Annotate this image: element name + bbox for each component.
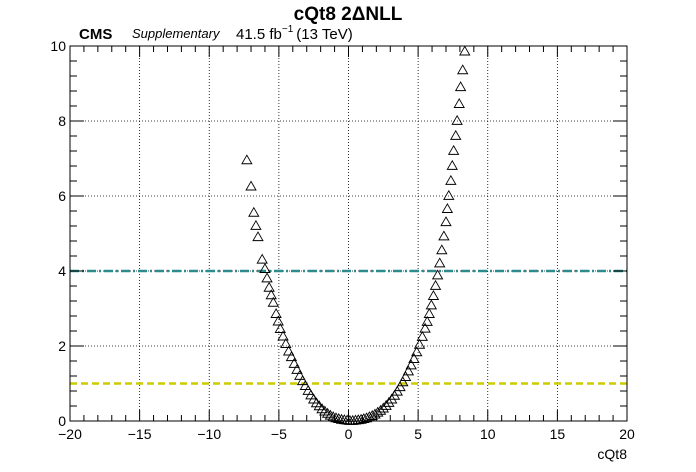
- data-point: [288, 357, 300, 368]
- data-point: [419, 322, 431, 333]
- status-label: Supplementary: [132, 26, 221, 41]
- data-point: [294, 369, 306, 380]
- data-point: [429, 279, 442, 290]
- data-point: [445, 174, 457, 185]
- data-point: [427, 290, 440, 300]
- data-point: [302, 384, 314, 395]
- lumi-value: 41.5 fb: [236, 26, 282, 43]
- data-point: [423, 308, 435, 318]
- y-tick-labels: 0 2 4 6 8 10: [50, 38, 66, 429]
- data-point: [408, 353, 420, 363]
- lumi-label: 41.5 fb−1 (13 TeV): [236, 24, 353, 43]
- data-point: [377, 402, 390, 413]
- experiment-label: CMS: [79, 26, 112, 43]
- data-point: [443, 189, 455, 200]
- data-point: [456, 64, 469, 75]
- data-point: [280, 338, 292, 348]
- data-point: [454, 81, 467, 92]
- chart-title: cQt8 2ΔNLL: [294, 4, 403, 25]
- y-tick-label: 10: [50, 38, 66, 54]
- data-point: [241, 154, 253, 165]
- data-point: [425, 299, 438, 310]
- data-point: [441, 203, 454, 213]
- data-point: [319, 405, 331, 416]
- data-point: [259, 263, 271, 273]
- data-point: [252, 231, 264, 242]
- data-point: [296, 375, 309, 386]
- y-tick-label: 0: [58, 413, 66, 429]
- data-point: [402, 365, 415, 376]
- y-tick-label: 8: [58, 113, 66, 129]
- x-tick-label: 10: [480, 426, 496, 442]
- data-point: [261, 272, 273, 283]
- data-point: [291, 363, 303, 374]
- x-tick-labels: −20 −15 −10 −5 0 5 10 15 20: [58, 426, 635, 442]
- data-point: [438, 230, 450, 241]
- data-point: [446, 159, 458, 170]
- data-point: [282, 345, 295, 356]
- data-point: [405, 359, 417, 370]
- data-point: [413, 338, 426, 349]
- data-point: [256, 253, 268, 264]
- x-tick-label: −20: [58, 426, 82, 442]
- lumi-energy: (13 TeV): [296, 26, 352, 43]
- data-point: [440, 216, 452, 227]
- data-point: [431, 269, 444, 280]
- data-point: [250, 219, 262, 230]
- data-point: [366, 410, 378, 420]
- data-point: [330, 412, 342, 423]
- x-tick-label: −5: [271, 426, 287, 442]
- data-point: [399, 371, 412, 381]
- data-point: [274, 323, 286, 333]
- x-axis-label: cQt8: [597, 446, 627, 462]
- axis-ticks: [69, 45, 628, 422]
- x-tick-label: 0: [345, 426, 353, 442]
- data-point: [459, 45, 471, 56]
- data-point: [248, 206, 260, 217]
- lumi-exponent: −1: [282, 24, 294, 35]
- data-point: [277, 330, 289, 341]
- data-point: [245, 180, 257, 191]
- x-tick-label: 5: [414, 426, 422, 442]
- data-point: [436, 244, 448, 255]
- data-point: [411, 346, 423, 357]
- data-point: [263, 281, 275, 292]
- data-point: [394, 381, 406, 392]
- data-point: [316, 403, 328, 414]
- data-point: [285, 351, 298, 362]
- y-tick-label: 6: [58, 188, 66, 204]
- data-points: [241, 45, 471, 425]
- data-point: [421, 315, 433, 326]
- data-point: [265, 289, 277, 300]
- data-point: [416, 330, 429, 341]
- data-point: [324, 409, 337, 420]
- data-point: [360, 412, 373, 423]
- data-point: [433, 257, 446, 268]
- y-tick-label: 2: [58, 338, 66, 354]
- reference-lines: [70, 269, 627, 385]
- x-tick-label: 20: [619, 426, 635, 442]
- data-point: [397, 376, 409, 387]
- data-point: [270, 308, 282, 318]
- data-point: [374, 404, 387, 415]
- x-tick-label: −15: [128, 426, 152, 442]
- y-tick-label: 4: [58, 263, 66, 279]
- data-point: [267, 296, 280, 307]
- data-point: [380, 399, 392, 410]
- data-point: [383, 396, 395, 407]
- data-point: [299, 380, 312, 390]
- data-point: [369, 408, 381, 419]
- grid-lines: [70, 46, 627, 421]
- data-point: [453, 98, 465, 108]
- data-point: [450, 129, 462, 140]
- x-tick-label: −10: [197, 426, 221, 442]
- data-point: [272, 315, 284, 326]
- data-point: [451, 114, 463, 125]
- data-point: [321, 407, 334, 418]
- data-point: [447, 144, 460, 155]
- x-tick-label: 15: [550, 426, 566, 442]
- data-point: [333, 413, 345, 423]
- data-point: [385, 393, 398, 404]
